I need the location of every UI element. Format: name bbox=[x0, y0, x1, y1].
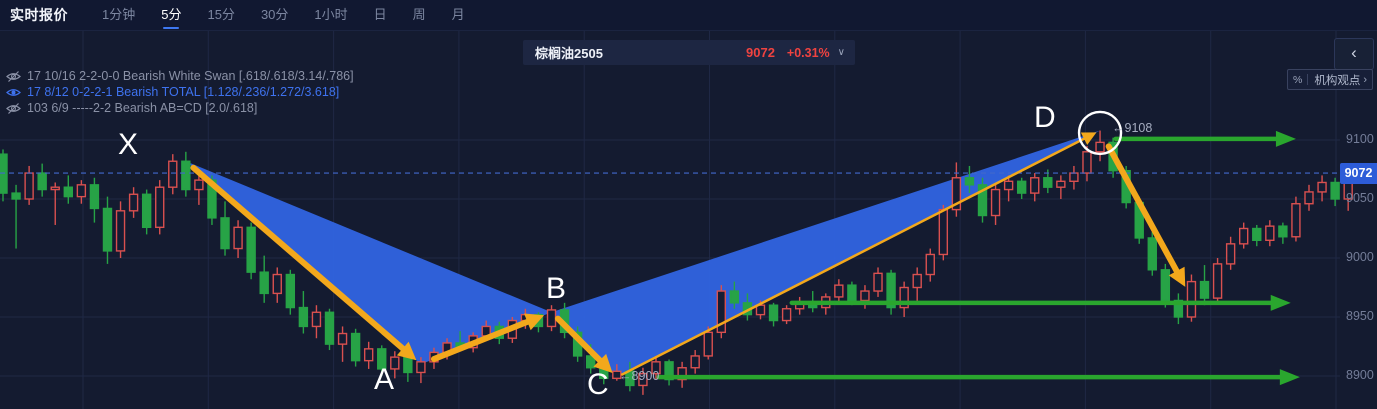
harmonic-pattern-fill bbox=[185, 130, 1101, 378]
symbol-name: 棕榈油2505 bbox=[535, 46, 603, 61]
eye-slash-icon[interactable] bbox=[6, 70, 21, 83]
top-navbar: 实时报价 1分钟 5分 15分 30分 1小时 日 周 月 bbox=[0, 0, 1377, 31]
timeframe-tab[interactable]: 30分 bbox=[260, 7, 289, 22]
pattern-indicator-row[interactable]: 17 8/12 0-2-2-1 Bearish TOTAL [1.128/.23… bbox=[6, 84, 354, 100]
d-price-annotation: ←9108 bbox=[1112, 121, 1153, 135]
pattern-indicator-row[interactable]: 17 10/16 2-2-0-0 Bearish White Swan [.61… bbox=[6, 68, 354, 84]
timeframe-tabs: 1分钟 5分 15分 30分 1小时 日 周 月 bbox=[102, 0, 465, 30]
c-price-annotation: ←8900 bbox=[619, 369, 660, 383]
pattern-arrows bbox=[190, 132, 1186, 376]
current-price-badge: 9072 bbox=[1340, 163, 1377, 184]
collapse-panel-button[interactable]: ‹ bbox=[1334, 38, 1374, 70]
institution-view-button[interactable]: % 机构观点 › bbox=[1286, 69, 1373, 90]
angle-right-icon: › bbox=[1363, 73, 1367, 86]
timeframe-tab[interactable]: 1小时 bbox=[314, 7, 348, 22]
timeframe-tab[interactable]: 周 bbox=[412, 7, 426, 22]
d-point-circle bbox=[1077, 110, 1123, 156]
change-percent: +0.31% bbox=[786, 45, 830, 60]
level-arrows bbox=[656, 130, 1300, 386]
pattern-indicator-list: 17 10/16 2-2-0-0 Bearish White Swan [.61… bbox=[6, 68, 354, 116]
y-axis-label: 8950 bbox=[1346, 309, 1374, 323]
page-title: 实时报价 bbox=[10, 7, 68, 23]
pattern-point-c-label: C bbox=[587, 368, 609, 401]
timeframe-tab[interactable]: 15分 bbox=[207, 7, 235, 22]
y-axis-label: 9100 bbox=[1346, 132, 1374, 146]
percent-icon: % bbox=[1292, 73, 1303, 86]
timeframe-tab[interactable]: 月 bbox=[451, 7, 465, 22]
eye-slash-icon[interactable] bbox=[6, 102, 21, 115]
pattern-indicator-text: 103 6/9 -----2-2 Bearish AB=CD [2.0/.618… bbox=[27, 101, 258, 115]
pattern-point-b-label: B bbox=[546, 272, 567, 305]
quote-selector[interactable]: 棕榈油2505 9072 +0.31% ∨ bbox=[523, 40, 855, 65]
pattern-indicator-text: 17 8/12 0-2-2-1 Bearish TOTAL [1.128/.23… bbox=[27, 85, 340, 99]
chevron-left-icon: ‹ bbox=[1351, 43, 1357, 62]
pattern-point-a-label: A bbox=[374, 363, 395, 396]
divider bbox=[1307, 74, 1309, 85]
pattern-indicator-row[interactable]: 103 6/9 -----2-2 Bearish AB=CD [2.0/.618… bbox=[6, 100, 354, 116]
y-axis-label: 8900 bbox=[1346, 368, 1374, 382]
eye-icon[interactable] bbox=[6, 86, 21, 99]
institution-view-label: 机构观点 bbox=[1314, 74, 1361, 87]
chevron-down-icon[interactable]: ∨ bbox=[837, 47, 845, 58]
timeframe-tab[interactable]: 日 bbox=[373, 7, 387, 22]
y-axis-label: 9000 bbox=[1346, 250, 1374, 264]
pattern-point-x-label: X bbox=[118, 128, 139, 161]
pattern-indicator-text: 17 10/16 2-2-0-0 Bearish White Swan [.61… bbox=[27, 69, 354, 83]
timeframe-tab[interactable]: 1分钟 bbox=[102, 7, 136, 22]
pattern-point-d-label: D bbox=[1034, 101, 1056, 134]
y-axis-label: 9050 bbox=[1346, 191, 1374, 205]
last-price: 9072 bbox=[746, 45, 775, 60]
timeframe-tab[interactable]: 5分 bbox=[161, 0, 181, 30]
